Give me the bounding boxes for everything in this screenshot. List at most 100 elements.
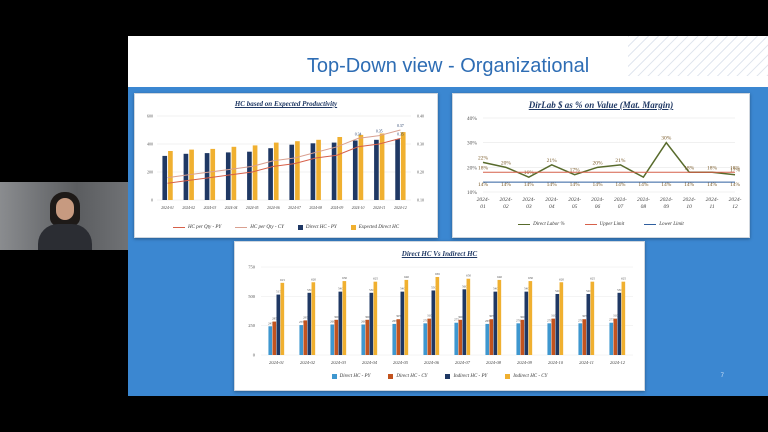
data-label: 530 xyxy=(307,288,312,292)
data-label: 520 xyxy=(586,289,591,293)
data-label: 630 xyxy=(528,276,533,280)
bar-direct-hc-cy xyxy=(365,319,370,355)
x-tick-label: 2024- xyxy=(499,196,512,203)
legend-label: HC per Qty - PY xyxy=(187,225,222,230)
x-tick-label: 2024- xyxy=(522,196,535,203)
data-label: 520 xyxy=(555,289,560,293)
chart-hc-productivity: 0 200 400 600 0.10 0.20 0.30 0.40 2024-01 2024-02… xyxy=(147,114,424,211)
legend-label: Direct HC - PY xyxy=(339,374,371,379)
data-label: 18% xyxy=(730,165,741,171)
y2-tick-label: 0.40 xyxy=(417,114,424,119)
y-tick-label: 200 xyxy=(147,170,153,175)
data-label: 270 xyxy=(516,318,521,322)
data-label: 265 xyxy=(485,319,490,323)
x-tick-label: 2024-07 xyxy=(455,360,471,365)
bar-direct-hc-py xyxy=(225,152,231,200)
x-tick-label: 2024- xyxy=(729,196,742,203)
legend-label: HC per Qty - CY xyxy=(250,225,284,230)
data-label: 14% xyxy=(570,182,581,188)
bar-indirect-hc-py xyxy=(586,293,591,355)
bar-indirect-hc-cy xyxy=(311,282,316,355)
x-tick-label: 10 xyxy=(686,204,692,210)
data-label: 550 xyxy=(431,285,436,289)
bar-indirect-hc-cy xyxy=(590,281,595,355)
bar-indirect-hc-py xyxy=(555,293,560,355)
bar-direct-hc-cy xyxy=(613,318,618,355)
x-tick-label: 11 xyxy=(710,204,715,210)
legend-item: Upper Limit xyxy=(584,222,624,227)
bar-expected-direct-hc xyxy=(316,139,321,200)
webcam-video-tile xyxy=(0,182,128,250)
data-label: 260 xyxy=(361,319,366,323)
data-label: 14% xyxy=(501,182,512,188)
data-label: 620 xyxy=(559,277,564,281)
bar-direct-hc-cy xyxy=(489,319,494,355)
bar-indirect-hc-py xyxy=(524,291,529,355)
data-label: 540 xyxy=(493,287,498,291)
bar-direct-hc-py xyxy=(454,322,459,355)
page-number: 7 xyxy=(720,373,724,379)
bar-direct-hc-py xyxy=(547,323,552,355)
bar-indirect-hc-cy xyxy=(342,281,347,355)
bar-direct-hc-py xyxy=(204,153,210,200)
bar-direct-hc-py xyxy=(395,139,400,200)
x-tick-label: 2024-12 xyxy=(610,360,626,365)
bar-direct-hc-py xyxy=(162,155,168,200)
bar-indirect-hc-py xyxy=(307,292,312,355)
x-tick-label: 12 xyxy=(732,204,738,210)
bar-direct-hc-cy xyxy=(396,319,401,355)
bar-indirect-hc-cy xyxy=(435,276,440,355)
bar-indirect-hc-cy xyxy=(497,279,502,355)
data-label: 14% xyxy=(661,182,672,188)
x-tick-label: 2024-03 xyxy=(204,206,217,210)
data-label: 630 xyxy=(342,276,347,280)
x-tick-label: 2024-02 xyxy=(300,360,316,365)
legend-label: Direct HC - PY xyxy=(305,225,337,230)
data-label: 255 xyxy=(299,320,304,324)
x-tick-label: 2024-01 xyxy=(161,206,174,210)
chart-title: HC based on Expected Productivity xyxy=(234,100,338,108)
chart-title: Direct HC Vs Indirect HC xyxy=(401,250,478,258)
presenter-body xyxy=(38,224,92,250)
chart-panel-hc-productivity: HC based on Expected Productivity 0 200 40… xyxy=(134,93,438,238)
bar-direct-hc-py xyxy=(392,323,397,355)
bar-indirect-hc-cy xyxy=(404,279,409,355)
bar-direct-hc-py xyxy=(516,323,521,355)
data-label: 245 xyxy=(268,321,273,325)
data-label: 295 xyxy=(303,315,308,319)
bar-direct-hc-cy xyxy=(582,319,587,355)
chart-legend: Direct HC - PY Direct HC - CY Indirect H… xyxy=(235,374,644,379)
data-label: 0.35 xyxy=(397,132,404,136)
x-tick-label: 04 xyxy=(549,203,555,210)
bar-direct-hc-py xyxy=(268,326,273,355)
bar-direct-hc-py xyxy=(578,323,583,355)
y-tick-label: 250 xyxy=(248,323,256,328)
bar-direct-hc-cy xyxy=(303,320,308,355)
bar-expected-direct-hc xyxy=(358,134,364,200)
legend-label: Direct HC - CY xyxy=(396,374,428,379)
chart-panel-dirlab: DirLab $ as % on Value (Mat. Margin) 10%… xyxy=(452,93,750,238)
bar-direct-hc-py xyxy=(183,153,189,200)
legend-item: Direct HC - CY xyxy=(388,374,427,379)
data-label: 14% xyxy=(478,182,489,188)
bar-expected-direct-hc xyxy=(231,146,237,200)
legend-item: Lower Limit xyxy=(644,222,684,227)
x-tick-label: 2024-12 xyxy=(394,206,407,210)
data-label: 0.35 xyxy=(376,130,383,134)
bar-direct-hc-cy xyxy=(551,318,556,355)
y-tick-label: 0 xyxy=(151,198,153,203)
bar-direct-hc-py xyxy=(310,143,316,200)
legend-item: Direct Labor % xyxy=(518,222,565,227)
bar-expected-direct-hc xyxy=(337,137,343,200)
data-label: 14% xyxy=(615,182,626,188)
x-tick-label: 2024-10 xyxy=(352,206,365,210)
x-tick-label: 2024-01 xyxy=(269,360,284,365)
data-label: 17% xyxy=(730,168,741,174)
presenter-face xyxy=(56,198,74,220)
bar-direct-hc-py xyxy=(374,139,379,200)
chart-dirlab: 10%20%30%40%2024-012024-022024-032024-04… xyxy=(467,116,742,210)
data-label: 530 xyxy=(369,288,374,292)
x-tick-label: 2024-06 xyxy=(424,360,440,365)
data-label: 18% xyxy=(684,165,695,171)
y2-tick-label: 0.30 xyxy=(417,142,424,147)
